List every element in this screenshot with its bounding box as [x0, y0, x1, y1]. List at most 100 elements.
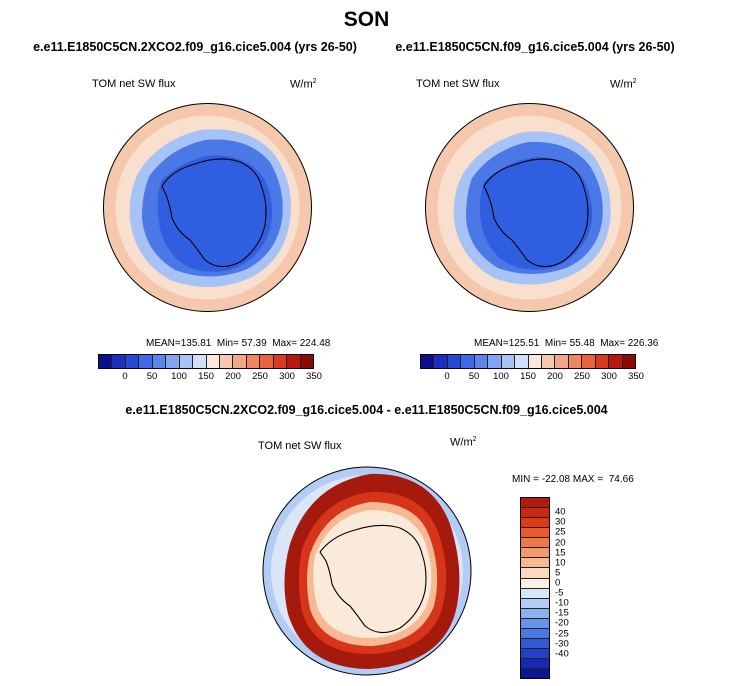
colorbar-swatch — [125, 355, 140, 368]
colorbar-swatch — [622, 355, 635, 368]
colorbar-swatch — [521, 608, 549, 619]
panel1-variable-label: TOM net SW flux — [92, 78, 176, 90]
colorbar-tick-label: -40 — [555, 648, 569, 660]
diff-stats: MIN = -22.08 MAX = 74.66 — [512, 474, 634, 485]
panel2-variable-label: TOM net SW flux — [416, 78, 500, 90]
diff-case-title: e.e11.E1850C5CN.2XCO2.f09_g16.cice5.004 … — [125, 403, 608, 417]
colorbar-swatch — [595, 355, 610, 368]
colorbar-tick-label: 50 — [146, 371, 158, 382]
colorbar-swatch — [515, 355, 529, 368]
colorbar-tick-label: 50 — [468, 371, 480, 382]
colorbar-swatch — [287, 355, 301, 368]
colorbar-swatch — [112, 355, 126, 368]
colorbar-swatch — [521, 648, 549, 659]
colorbar-tick-label: -25 — [555, 628, 569, 639]
colorbar-tick-label: 300 — [279, 371, 295, 382]
colorbar-tick-label: 150 — [198, 371, 214, 382]
colorbar-tick-label: 100 — [493, 371, 509, 382]
colorbar-swatch — [521, 528, 549, 539]
colorbar-swatch — [219, 355, 234, 368]
colorbar-tick-label: 25 — [555, 526, 566, 538]
panel1-units: W/m2 — [290, 78, 317, 91]
panel2-colorbar-ticks: 0 50 100 150 200 250 300 350 — [420, 371, 644, 383]
colorbar-tick-label: 30 — [555, 516, 566, 528]
colorbar-swatch — [521, 578, 549, 589]
panel2-ice-zone — [479, 157, 593, 270]
colorbar-swatch — [152, 355, 167, 368]
colorbar-swatch — [99, 355, 113, 368]
panel1-antarctica-coastline — [161, 158, 267, 268]
colorbar-tick-label: 200 — [547, 371, 563, 382]
colorbar-swatch — [521, 618, 549, 629]
panel2-colorbar — [420, 354, 636, 369]
colorbar-swatch — [521, 508, 549, 519]
colorbar-tick-label: 15 — [555, 547, 566, 559]
colorbar-swatch — [447, 355, 462, 368]
diff-variable-label: TOM net SW flux — [258, 440, 342, 452]
diff-antarctica-coastline — [319, 524, 427, 634]
colorbar-swatch — [521, 588, 549, 599]
colorbar-swatch — [528, 355, 542, 368]
colorbar-swatch — [166, 355, 180, 368]
panel2-polar-map — [425, 103, 634, 312]
panel2-case-title: e.e11.E1850C5CN.f09_g16.cice5.004 (yrs 2… — [395, 40, 675, 54]
colorbar-tick-label: 350 — [306, 371, 322, 382]
colorbar-swatch — [206, 355, 220, 368]
colorbar-swatch — [421, 355, 435, 368]
colorbar-tick-label: 350 — [628, 371, 644, 382]
panel1-polar-map — [103, 103, 312, 312]
colorbar-swatch — [488, 355, 502, 368]
diff-colorbar-ticks: 40 30 25 20 15 10 5 0 -5 -10 -15 -20 -25 -30 -40 — [555, 497, 585, 679]
colorbar-tick-label: 0 — [555, 577, 561, 589]
panel1-colorbar — [98, 354, 314, 369]
colorbar-swatch — [521, 598, 549, 609]
colorbar-tick-label: 200 — [225, 371, 241, 382]
diff-units: W/m2 — [450, 436, 477, 449]
colorbar-swatch — [521, 669, 549, 679]
colorbar-swatch — [474, 355, 489, 368]
colorbar-swatch — [521, 538, 549, 549]
colorbar-tick-label: 10 — [555, 557, 566, 569]
colorbar-swatch — [555, 355, 569, 368]
colorbar-swatch — [521, 548, 549, 559]
colorbar-swatch — [521, 628, 549, 639]
panel2-stats: MEAN=125.51 Min= 55.48 Max= 226.36 — [474, 338, 659, 349]
colorbar-tick-label: 250 — [252, 371, 268, 382]
panel1-stats: MEAN=135.81 Min= 57.39 Max= 224.48 — [146, 338, 331, 349]
colorbar-swatch — [300, 355, 313, 368]
colorbar-swatch — [260, 355, 274, 368]
colorbar-tick-label: 300 — [601, 371, 617, 382]
colorbar-tick-label: 100 — [171, 371, 187, 382]
colorbar-swatch — [139, 355, 153, 368]
panel2-units: W/m2 — [610, 78, 637, 91]
colorbar-swatch — [501, 355, 516, 368]
colorbar-swatch — [273, 355, 288, 368]
colorbar-swatch — [521, 558, 549, 569]
colorbar-swatch — [541, 355, 556, 368]
diff-ice-interior — [313, 510, 432, 638]
colorbar-swatch — [568, 355, 583, 368]
colorbar-swatch — [233, 355, 247, 368]
colorbar-swatch — [179, 355, 194, 368]
colorbar-tick-label: 0 — [122, 371, 128, 382]
panel1-case-title: e.e11.E1850C5CN.2XCO2.f09_g16.cice5.004 … — [33, 40, 357, 54]
colorbar-tick-label: -20 — [555, 617, 569, 629]
diff-polar-map — [262, 466, 472, 676]
panel2-antarctica-coastline — [483, 158, 589, 268]
colorbar-tick-label: 250 — [574, 371, 590, 382]
colorbar-swatch — [521, 518, 549, 529]
panel1-colorbar-ticks: 0 50 100 150 200 250 300 350 — [98, 371, 322, 383]
diff-colorbar — [520, 497, 550, 679]
colorbar-swatch — [246, 355, 261, 368]
colorbar-swatch — [434, 355, 448, 368]
colorbar-swatch — [521, 659, 549, 670]
colorbar-tick-label: 20 — [555, 537, 566, 548]
colorbar-tick-label: 0 — [444, 371, 450, 382]
panel1-ice-zone — [157, 155, 273, 272]
colorbar-swatch — [521, 498, 549, 509]
colorbar-tick-label: -30 — [555, 638, 569, 650]
colorbar-tick-label: -10 — [555, 597, 569, 609]
colorbar-tick-label: 150 — [520, 371, 536, 382]
colorbar-tick-label: -5 — [555, 587, 564, 599]
colorbar-swatch — [193, 355, 207, 368]
